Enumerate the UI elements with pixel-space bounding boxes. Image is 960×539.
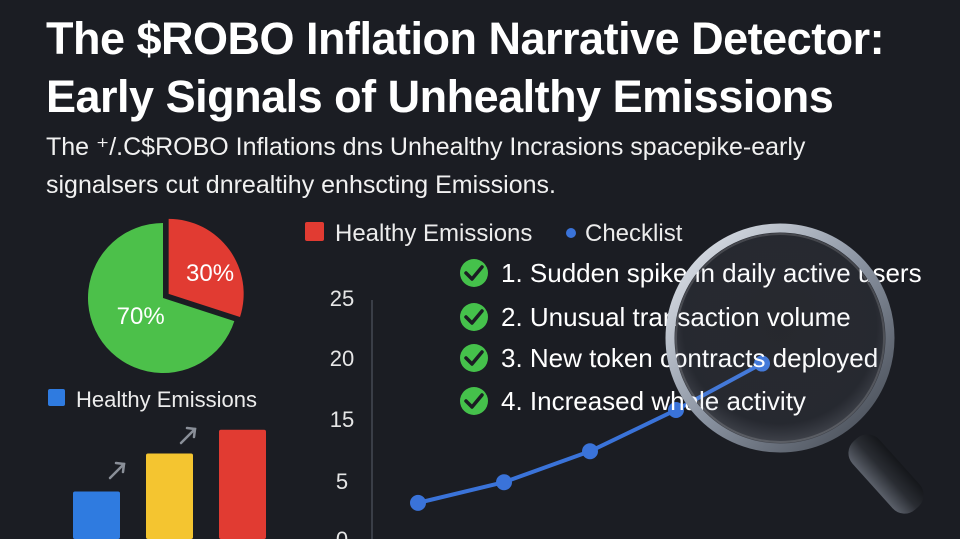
- bar: [146, 453, 193, 539]
- y-tick-label: 0: [336, 527, 348, 539]
- pie-slice: [168, 218, 244, 318]
- pie-chart: 70% 30%: [88, 218, 244, 373]
- y-tick-label: 5: [336, 469, 348, 494]
- check-circle-icon: [460, 259, 488, 287]
- y-tick-label: 25: [330, 286, 354, 311]
- y-tick-label: 15: [330, 407, 354, 432]
- pie-slice: [88, 223, 235, 373]
- check-circle-icon: [460, 303, 488, 331]
- check-circle-icon: [460, 387, 488, 415]
- title-line-1: The $ROBO Inflation Narrative Detector:: [46, 13, 885, 64]
- line-point: [496, 474, 512, 491]
- page-title: The $ROBO Inflation Narrative Detector: …: [46, 10, 946, 126]
- subtitle-line-1: The ⁺/.C$ROBO Inflations dns Unhealthy I…: [46, 133, 806, 161]
- magnifying-glass-icon: [665, 223, 924, 514]
- subtitle-line-2: signalsers cut dnrealtihy enhscting Emis…: [46, 171, 556, 199]
- trend-arrow-icon: [108, 461, 126, 480]
- page-subtitle: The ⁺/.C$ROBO Inflations dns Unhealthy I…: [46, 128, 946, 204]
- pie-slice-label: 70%: [117, 303, 165, 330]
- bar-legend-swatch: [48, 389, 65, 406]
- line-point: [582, 443, 598, 460]
- y-axis-ticks: 25 20 15 5 0: [330, 286, 354, 539]
- bar: [219, 429, 266, 539]
- check-circle-icon: [460, 344, 488, 372]
- bar: [73, 491, 120, 539]
- line-point: [410, 494, 426, 511]
- line-legend-label-1: Healthy Emissions: [335, 220, 532, 247]
- trend-arrow-icon: [179, 426, 197, 445]
- line-legend-swatch-1: [305, 222, 324, 241]
- title-line-2: Early Signals of Unhealthy Emissions: [46, 71, 834, 122]
- y-tick-label: 20: [330, 346, 354, 371]
- pie-slice-label: 30%: [186, 260, 234, 287]
- line-legend-swatch-2: [566, 228, 576, 238]
- line-point: [668, 401, 684, 418]
- line-legend-label-2: Checklist: [585, 220, 683, 247]
- bar-chart: [73, 429, 266, 539]
- bar-legend-label: Healthy Emissions: [76, 387, 257, 412]
